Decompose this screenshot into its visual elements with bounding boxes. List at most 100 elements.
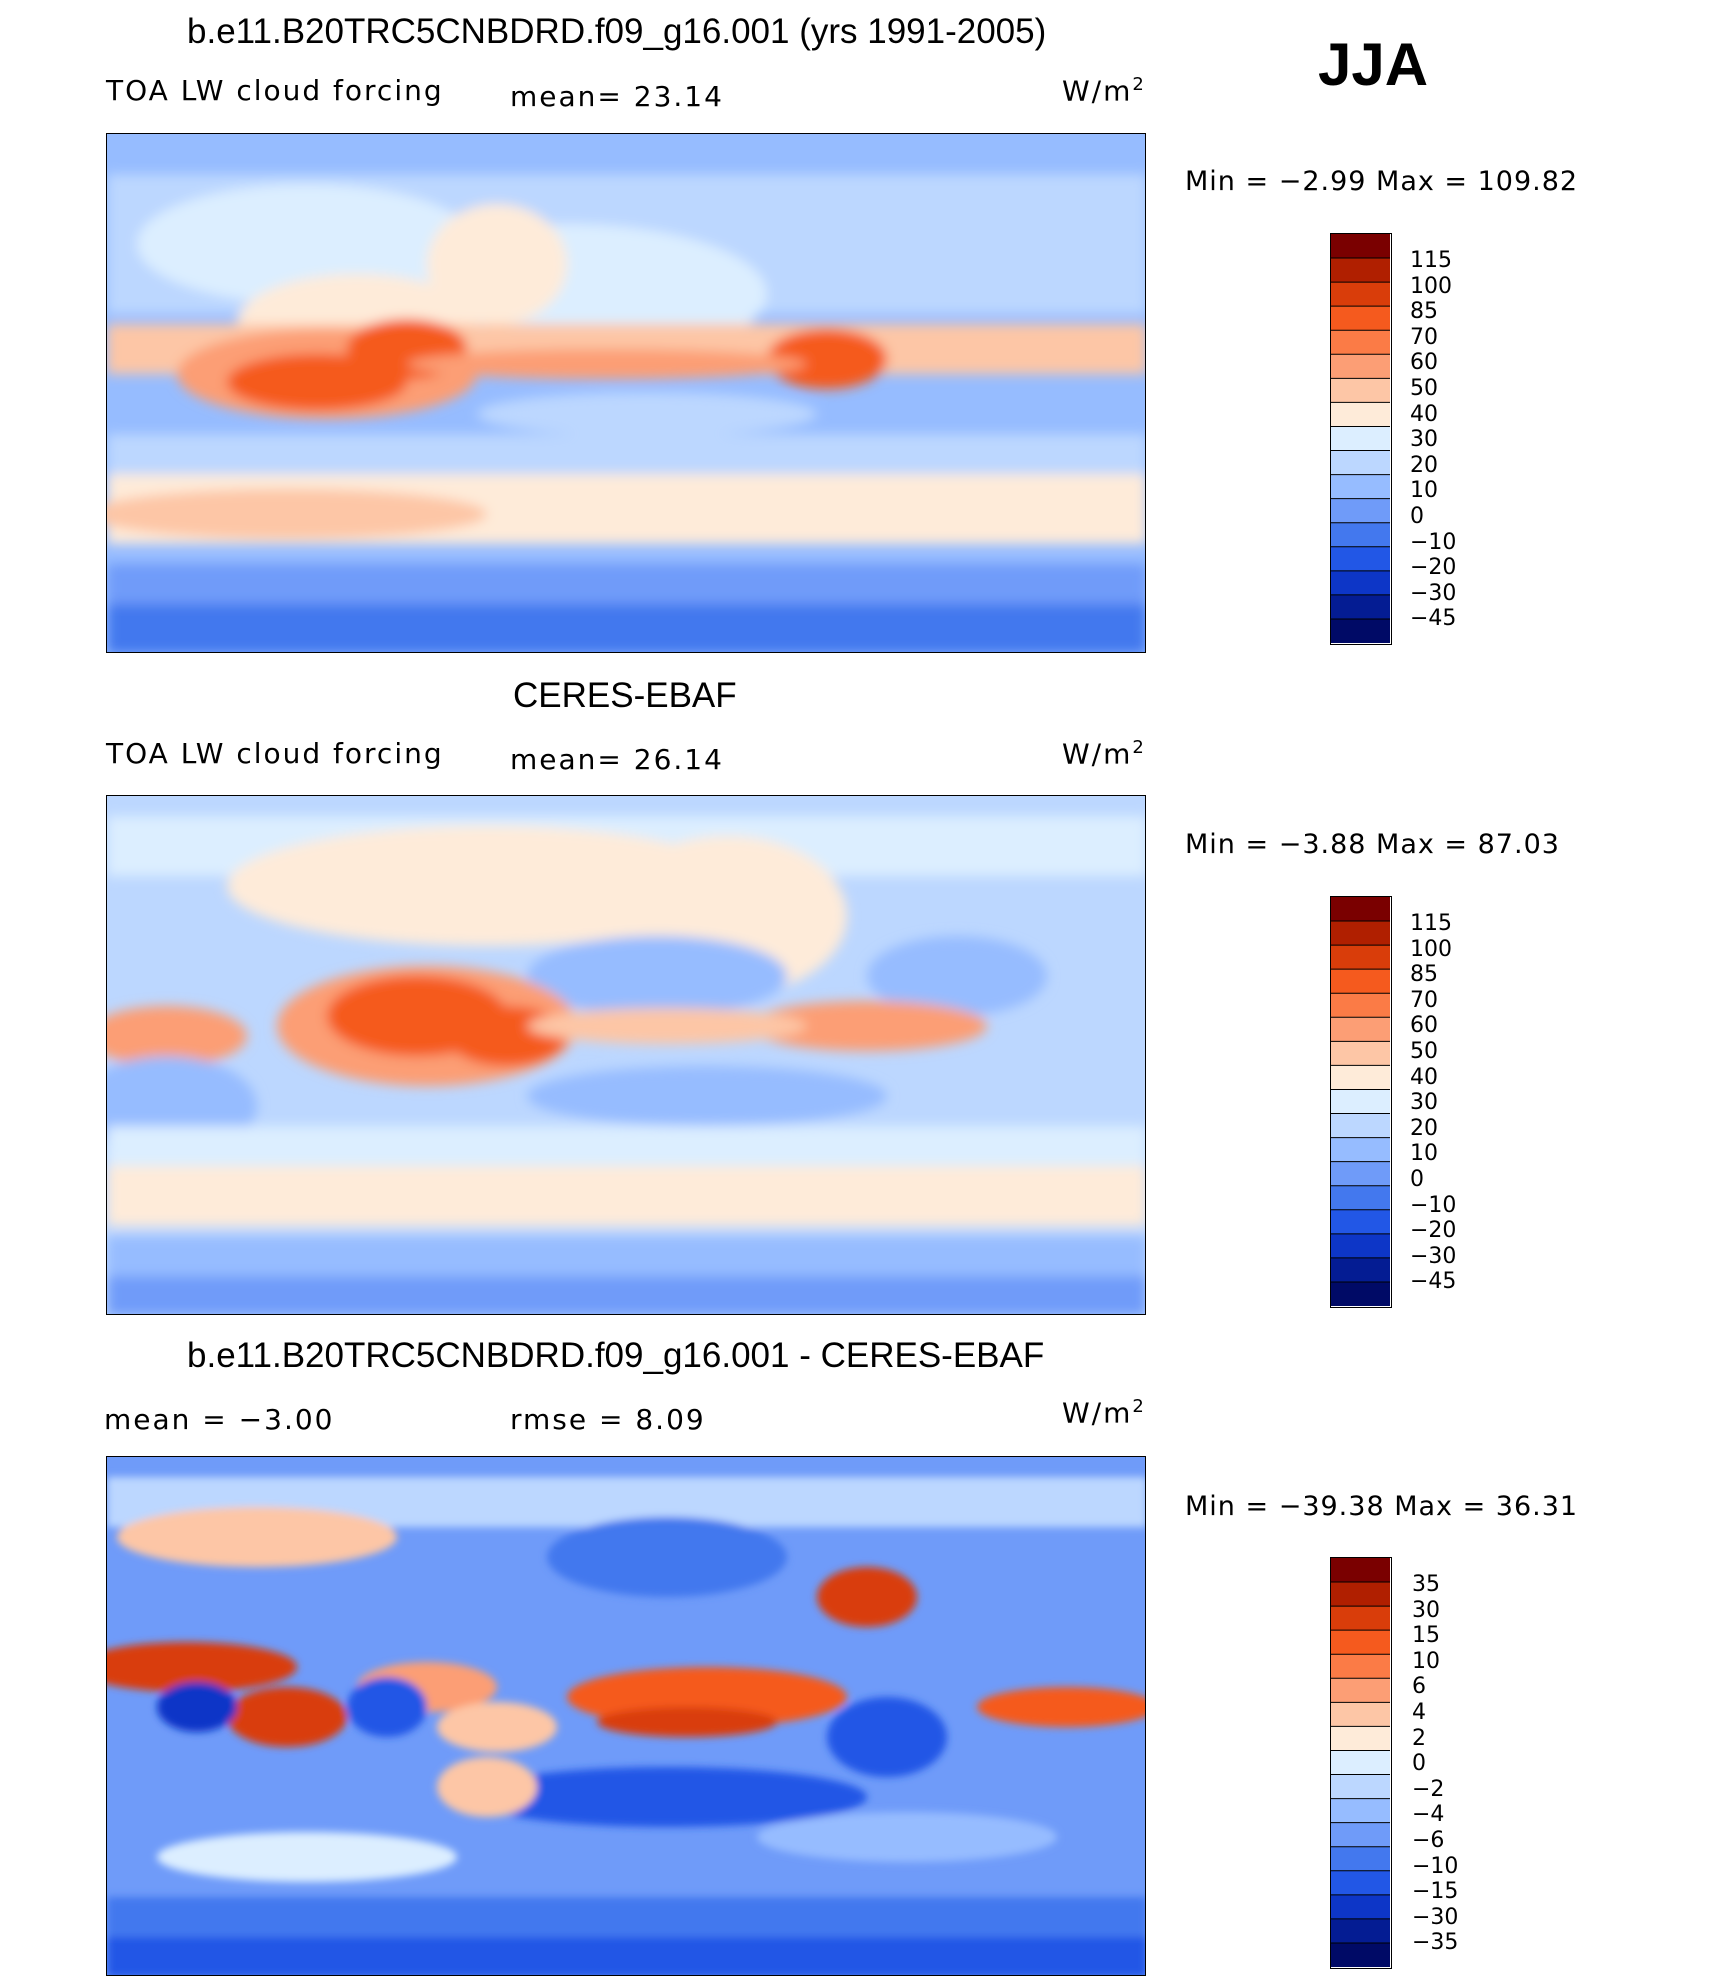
colorbar-swatch <box>1331 1942 1390 1967</box>
colorbar-swatch <box>1331 1726 1390 1751</box>
cb1-label: 50 <box>1410 375 1438 401</box>
cb1-label: 85 <box>1410 299 1438 325</box>
cb2-label: 30 <box>1410 1090 1438 1116</box>
cb3-label: −4 <box>1412 1802 1445 1828</box>
colorbar-swatch <box>1331 1065 1390 1090</box>
cb2-label: 10 <box>1410 1141 1438 1167</box>
cb1-label: 10 <box>1410 478 1438 504</box>
panel-3-minmax: Min = −39.38 Max = 36.31 <box>1185 1491 1579 1522</box>
cb3-label: −10 <box>1412 1853 1459 1879</box>
panel-2-units-label: W/m2 <box>1062 737 1146 771</box>
panel-2-colorbar-labels: 115 100 85 70 60 50 40 30 20 10 0 −10 −2… <box>1410 911 1456 1295</box>
panel-3-colorbar-labels: 35 30 15 10 6 4 2 0 −2 −4 −6 −10 −15 −30… <box>1412 1572 1458 1956</box>
cb3-label: 4 <box>1412 1699 1426 1725</box>
colorbar-swatch <box>1331 570 1390 596</box>
colorbar-swatch <box>1331 1161 1390 1187</box>
cb2-label: 0 <box>1410 1166 1424 1192</box>
colorbar-swatch <box>1331 1233 1390 1259</box>
colorbar-swatch <box>1331 1750 1390 1776</box>
colorbar-swatch <box>1331 1846 1390 1872</box>
cb2-label: 60 <box>1410 1013 1438 1039</box>
cb1-label: −10 <box>1410 529 1457 555</box>
panel-3-units-label: W/m2 <box>1062 1396 1146 1430</box>
panel-1-colorbar-labels: 115 100 85 70 60 50 40 30 20 10 0 −10 −2… <box>1410 248 1456 632</box>
colorbar-swatch <box>1331 1017 1390 1042</box>
cb1-label: −45 <box>1410 606 1457 632</box>
colorbar-swatch <box>1331 594 1390 620</box>
panel-2-colorbar <box>1330 896 1392 1308</box>
colorbar-swatch <box>1331 1894 1390 1920</box>
cb1-label: −20 <box>1410 555 1457 581</box>
season-label: JJA <box>1318 31 1429 98</box>
cb2-label: 115 <box>1410 911 1452 936</box>
cb3-label: 6 <box>1412 1674 1426 1700</box>
colorbar-swatch <box>1331 258 1390 283</box>
colorbar-swatch <box>1331 1870 1390 1896</box>
panel-2-map <box>106 795 1146 1315</box>
colorbar-swatch <box>1331 1918 1390 1944</box>
colorbar-swatch <box>1331 450 1390 476</box>
colorbar-swatch <box>1331 1185 1390 1211</box>
panel-1-variable-label: TOA LW cloud forcing <box>106 74 444 107</box>
colorbar-swatch <box>1331 1257 1390 1283</box>
cb1-label: 20 <box>1410 452 1438 478</box>
cb2-label: −30 <box>1410 1243 1457 1269</box>
panel-3-rmse-label: rmse = 8.09 <box>510 1403 706 1436</box>
cb3-label: 2 <box>1412 1725 1426 1751</box>
colorbar-swatch <box>1331 282 1390 307</box>
colorbar-swatch <box>1331 402 1390 427</box>
panel-3-mean-label: mean = −3.00 <box>104 1403 335 1436</box>
panel-3-colorbar <box>1330 1557 1392 1969</box>
colorbar-swatch <box>1331 1822 1390 1848</box>
colorbar-swatch <box>1331 1137 1390 1163</box>
panel-1-mean-label: mean= 23.14 <box>510 80 724 113</box>
colorbar-swatch <box>1331 1089 1390 1115</box>
cb3-label: −35 <box>1412 1930 1459 1956</box>
colorbar-swatch <box>1331 354 1390 379</box>
colorbar-swatch <box>1331 921 1390 946</box>
colorbar-swatch <box>1331 1702 1390 1727</box>
cb2-label: 50 <box>1410 1038 1438 1064</box>
cb3-label: −2 <box>1412 1776 1445 1802</box>
cb1-label: 40 <box>1410 401 1438 427</box>
colorbar-swatch <box>1331 1582 1390 1607</box>
colorbar-swatch <box>1331 969 1390 994</box>
panel-1-colorbar <box>1330 233 1392 645</box>
cb2-label: 85 <box>1410 962 1438 988</box>
colorbar-swatch <box>1331 1798 1390 1824</box>
colorbar-swatch <box>1331 945 1390 970</box>
cb3-label: 0 <box>1412 1751 1426 1777</box>
colorbar-swatch <box>1331 474 1390 500</box>
cb2-label: 100 <box>1410 936 1452 962</box>
panel-1-map <box>106 133 1146 653</box>
panel-1-title: b.e11.B20TRC5CNBDRD.f09_g16.001 (yrs 199… <box>187 12 1047 51</box>
colorbar-swatch <box>1331 522 1390 548</box>
panel-1-minmax: Min = −2.99 Max = 109.82 <box>1185 166 1579 197</box>
cb3-label: −30 <box>1412 1904 1459 1930</box>
colorbar-swatch <box>1331 330 1390 355</box>
colorbar-swatch <box>1331 1281 1390 1306</box>
colorbar-swatch <box>1331 306 1390 331</box>
cb2-label: 70 <box>1410 987 1438 1013</box>
panel-2-title: CERES-EBAF <box>513 676 737 715</box>
panel-2-variable-label: TOA LW cloud forcing <box>106 737 444 770</box>
cb2-label: −20 <box>1410 1218 1457 1244</box>
cb3-label: −15 <box>1412 1879 1459 1905</box>
panel-1-units-label: W/m2 <box>1062 74 1146 108</box>
colorbar-swatch <box>1331 1774 1390 1800</box>
colorbar-swatch <box>1331 1041 1390 1066</box>
colorbar-swatch <box>1331 993 1390 1018</box>
cb3-label: 15 <box>1412 1623 1440 1649</box>
colorbar-swatch <box>1331 498 1390 524</box>
colorbar-swatch <box>1331 897 1390 922</box>
colorbar-swatch <box>1331 1606 1390 1631</box>
colorbar-swatch <box>1331 1113 1390 1139</box>
cb2-label: −10 <box>1410 1192 1457 1218</box>
colorbar-swatch <box>1331 378 1390 403</box>
colorbar-swatch <box>1331 1678 1390 1703</box>
cb2-label: 20 <box>1410 1115 1438 1141</box>
cb1-label: 0 <box>1410 503 1424 529</box>
cb1-label: −30 <box>1410 580 1457 606</box>
colorbar-swatch <box>1331 1558 1390 1583</box>
panel-3-title: b.e11.B20TRC5CNBDRD.f09_g16.001 - CERES-… <box>187 1336 1045 1375</box>
